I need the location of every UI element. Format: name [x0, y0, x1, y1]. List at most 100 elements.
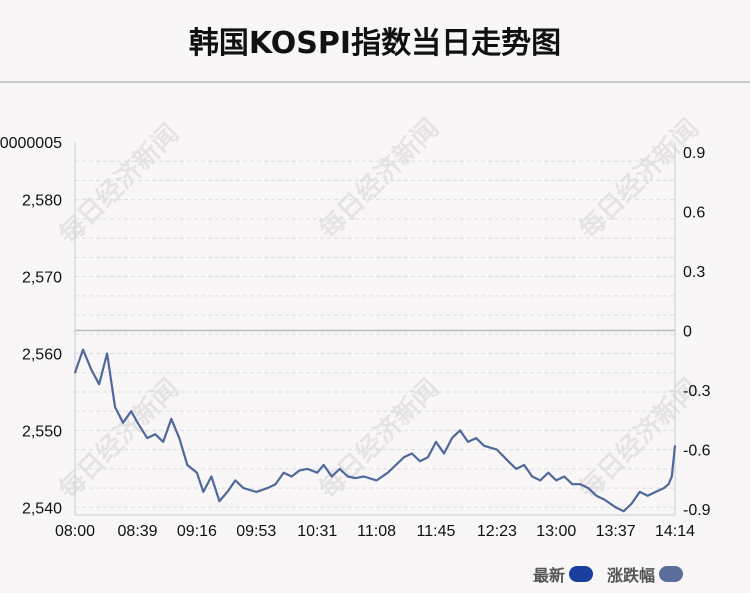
- data-point-0-62: [595, 495, 598, 497]
- data-point-0-41: [419, 460, 421, 463]
- data-point-0-71: [667, 483, 670, 486]
- data-point-0-57: [555, 479, 558, 482]
- chart-legend: 最新 涨跌幅: [533, 563, 684, 585]
- right-tick-label-2: 0.3: [683, 264, 705, 281]
- data-point-0-24: [274, 483, 277, 486]
- legend-swatch-latest: [569, 566, 594, 582]
- legend-swatch-change: [659, 566, 684, 582]
- legend-label-change: 涨跌幅: [607, 566, 656, 585]
- data-point-0-53: [523, 464, 525, 466]
- data-point-0-63: [603, 498, 606, 501]
- left-top-label: 0000005: [0, 135, 62, 152]
- watermark-0: 每日经济新闻: [53, 118, 185, 250]
- data-point-0-18: [218, 500, 221, 503]
- data-point-0-23: [266, 487, 269, 489]
- data-point-0-5: [114, 406, 116, 409]
- data-point-0-9: [146, 437, 148, 439]
- right-tick-label-3: 0: [683, 323, 692, 340]
- x-tick-label-10: 14:14: [655, 523, 695, 540]
- data-point-0-16: [202, 491, 205, 493]
- data-point-0-30: [322, 464, 325, 466]
- data-point-0-14: [186, 464, 189, 466]
- data-point-0-56: [547, 471, 550, 474]
- data-point-0-3: [98, 383, 100, 386]
- data-point-0-52: [515, 468, 517, 470]
- data-point-0-49: [483, 445, 485, 447]
- data-point-0-48: [475, 437, 477, 439]
- data-point-0-26: [290, 475, 293, 478]
- left-tick-label-2: 2,560: [22, 346, 62, 363]
- data-point-0-58: [563, 475, 566, 478]
- data-point-0-42: [427, 456, 429, 459]
- series-line-0: [73, 348, 677, 513]
- data-point-0-27: [298, 469, 301, 472]
- data-point-0-19: [226, 491, 229, 493]
- right-tick-label-1: 0.6: [683, 204, 705, 221]
- data-point-0-35: [363, 475, 365, 478]
- data-point-0-17: [210, 475, 213, 478]
- x-tick-label-7: 12:23: [477, 523, 517, 540]
- data-point-0-61: [587, 487, 590, 489]
- x-tick-label-2: 09:16: [177, 523, 217, 540]
- left-tick-label-4: 2,580: [22, 193, 62, 210]
- data-point-0-11: [162, 441, 164, 443]
- left-tick-label-3: 2,570: [22, 270, 62, 287]
- data-point-0-59: [571, 483, 574, 486]
- data-point-0-67: [638, 491, 641, 493]
- data-point-0-38: [395, 464, 397, 466]
- data-point-0-29: [316, 471, 319, 474]
- data-point-0-47: [467, 441, 469, 443]
- data-point-0-70: [663, 487, 665, 489]
- data-point-0-69: [654, 491, 657, 493]
- data-point-0-13: [178, 437, 181, 439]
- right-tick-label-6: -0.9: [683, 502, 711, 519]
- watermark-4: 每日经济新闻: [313, 373, 445, 505]
- data-point-0-45: [451, 437, 453, 439]
- data-point-0-12: [170, 418, 173, 420]
- left-tick-label-1: 2,550: [22, 423, 62, 440]
- data-point-0-43: [435, 441, 437, 443]
- chart-grid: [75, 160, 675, 508]
- series-layer: [73, 348, 677, 513]
- data-point-0-2: [90, 368, 92, 370]
- data-point-0-51: [507, 460, 510, 463]
- right-axis-ticks: 0.9 0.6 0.3 0 -0.3 -0.6 -0.9: [683, 145, 711, 519]
- data-point-0-8: [136, 421, 139, 424]
- x-tick-label-6: 11:45: [417, 523, 456, 540]
- data-point-0-65: [622, 510, 625, 512]
- x-axis-ticks: 08:00 08:39 09:16 09:53 10:31 11:08 11:45 12:23…: [55, 523, 695, 540]
- data-point-0-40: [411, 452, 413, 455]
- legend-label-latest: 最新: [533, 566, 566, 585]
- data-point-0-44: [443, 452, 445, 455]
- x-tick-label-9: 13:37: [596, 523, 636, 540]
- data-point-0-20: [234, 479, 237, 482]
- watermark-1: 每日经济新闻: [313, 113, 445, 245]
- x-tick-label-1: 08:39: [118, 523, 158, 540]
- data-point-0-73: [674, 445, 676, 447]
- data-point-0-22: [255, 491, 258, 493]
- data-point-0-54: [531, 475, 533, 478]
- left-tick-label-0: 2,540: [22, 500, 62, 517]
- data-point-0-36: [375, 479, 378, 482]
- right-tick-label-0: 0.9: [683, 145, 705, 162]
- data-point-0-39: [403, 456, 405, 459]
- data-point-0-6: [122, 421, 124, 424]
- x-tick-label-8: 13:00: [536, 523, 576, 540]
- data-point-0-33: [346, 475, 349, 478]
- data-point-0-64: [614, 506, 617, 509]
- data-point-0-68: [646, 495, 649, 497]
- data-point-0-37: [387, 471, 389, 474]
- data-point-0-21: [242, 487, 245, 489]
- right-tick-label-4: -0.3: [683, 383, 711, 400]
- data-point-0-34: [354, 477, 357, 479]
- title-divider: [0, 81, 750, 83]
- data-point-0-66: [630, 502, 633, 505]
- data-point-0-31: [330, 475, 333, 478]
- data-point-0-4: [106, 352, 108, 355]
- right-tick-label-5: -0.6: [683, 443, 711, 460]
- data-point-0-50: [496, 448, 498, 451]
- chart-title: 韩国KOSPI指数当日走势图: [188, 26, 562, 61]
- data-point-0-32: [338, 468, 341, 470]
